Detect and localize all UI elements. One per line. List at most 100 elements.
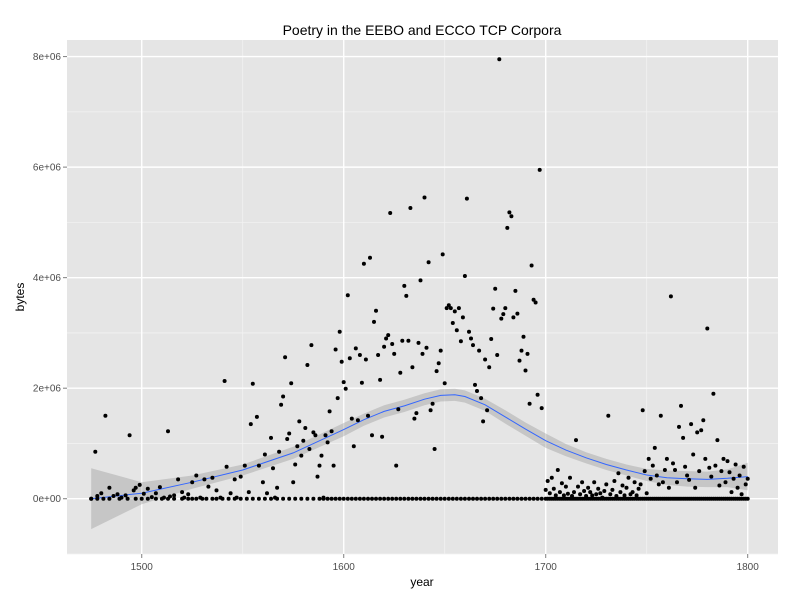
minor-gridlines: [67, 40, 778, 555]
data-point: [303, 426, 308, 430]
data-point: [228, 491, 233, 496]
data-point: [198, 495, 203, 500]
data-point: [495, 496, 500, 501]
data-point: [374, 308, 378, 313]
data-point: [141, 491, 146, 496]
data-point: [299, 453, 304, 458]
data-point: [376, 353, 381, 357]
data-point: [145, 496, 150, 501]
data-point: [410, 496, 415, 501]
data-point: [313, 433, 318, 438]
data-point: [636, 486, 641, 491]
data-point: [315, 474, 320, 479]
data-point: [743, 482, 748, 487]
y-tick-label: 6e+06: [33, 163, 62, 174]
data-point: [289, 381, 294, 386]
data-point: [602, 489, 607, 493]
data-point: [592, 480, 597, 485]
data-point: [422, 195, 427, 200]
data-point: [133, 496, 138, 501]
data-point: [256, 496, 261, 501]
data-point: [638, 482, 643, 487]
data-point: [679, 403, 683, 408]
data-point: [553, 493, 558, 498]
data-point: [681, 435, 686, 440]
data-point: [507, 496, 512, 501]
data-point: [194, 473, 199, 478]
y-tick-label: 0e+00: [33, 494, 62, 505]
data-point: [172, 496, 177, 501]
data-point: [166, 429, 170, 434]
data-point: [467, 496, 471, 501]
data-point: [168, 494, 172, 499]
data-point: [125, 496, 130, 501]
data-point: [103, 413, 108, 418]
data-point: [190, 480, 195, 485]
data-point: [210, 475, 215, 480]
data-point: [584, 494, 589, 498]
data-point: [477, 348, 482, 353]
data-point: [503, 306, 508, 311]
data-point: [523, 368, 528, 373]
x-axis-label: year: [410, 575, 433, 589]
data-point: [307, 447, 312, 451]
data-point: [426, 496, 431, 501]
data-point: [689, 422, 694, 427]
data-point: [394, 496, 399, 501]
data-point: [341, 380, 346, 385]
data-point: [153, 496, 158, 501]
data-point: [515, 496, 520, 501]
data-point: [359, 380, 364, 385]
data-point: [337, 329, 342, 334]
data-point: [299, 496, 304, 501]
smooth-trend-line: [91, 394, 748, 500]
data-point: [374, 496, 378, 501]
data-point: [644, 491, 649, 496]
data-point: [501, 312, 506, 317]
data-point: [386, 496, 391, 501]
data-point: [343, 386, 348, 391]
data-point: [517, 358, 522, 363]
data-point: [402, 283, 407, 288]
data-point: [622, 493, 627, 498]
data-point: [719, 469, 724, 474]
data-point: [606, 413, 611, 418]
data-point: [398, 496, 403, 501]
data-point: [244, 496, 249, 501]
data-point: [450, 496, 455, 501]
data-point: [271, 466, 275, 471]
data-point: [503, 496, 508, 501]
data-point: [442, 381, 447, 386]
data-point: [721, 456, 726, 461]
data-point: [127, 433, 132, 438]
data-point: [555, 468, 560, 472]
data-point: [618, 490, 623, 495]
data-point: [487, 496, 492, 501]
data-point: [699, 428, 704, 433]
data-point: [372, 319, 376, 324]
data-point: [406, 338, 411, 343]
data-point: [462, 496, 467, 501]
data-point: [624, 485, 629, 490]
data-point: [311, 496, 316, 501]
data-point: [438, 496, 443, 501]
data-point: [248, 422, 253, 427]
data-point: [297, 419, 302, 424]
data-point: [232, 477, 237, 482]
data-point: [287, 431, 292, 436]
data-point: [660, 480, 665, 485]
data-point: [260, 480, 265, 485]
data-point: [691, 452, 696, 457]
data-point: [493, 286, 498, 291]
data-point: [281, 394, 286, 399]
data-point: [479, 496, 484, 501]
data-point: [305, 363, 310, 367]
data-point: [262, 496, 267, 501]
data-point: [557, 490, 562, 495]
data-point: [507, 210, 512, 215]
data-point: [226, 496, 231, 501]
data-point: [422, 496, 427, 501]
data-point: [242, 463, 247, 468]
y-tick-label: 8e+06: [33, 52, 62, 63]
